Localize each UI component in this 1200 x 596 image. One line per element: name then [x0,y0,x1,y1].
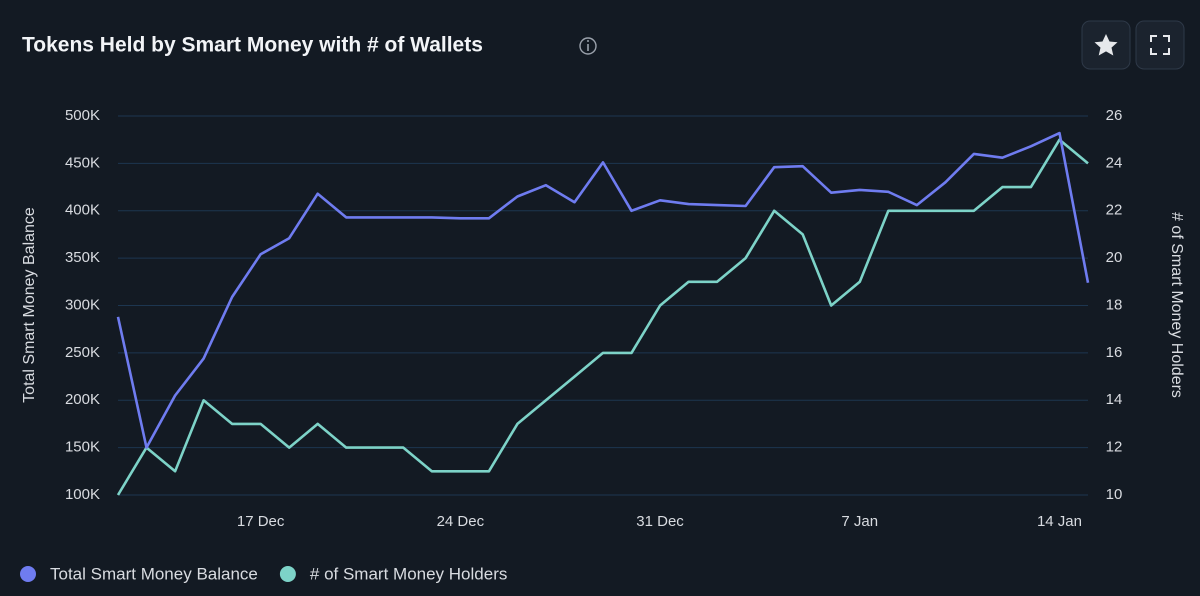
y-tick-label: 250K [65,344,100,361]
x-tick-label: 17 Dec [237,513,285,530]
y2-tick-label: 16 [1106,344,1123,361]
y2-tick-label: 22 [1106,202,1123,219]
x-tick-label: 7 Jan [841,513,878,530]
chart-title: Tokens Held by Smart Money with # of Wal… [22,34,483,57]
legend-marker [20,566,36,582]
x-tick-label: 14 Jan [1037,513,1082,530]
legend-label: Total Smart Money Balance [50,564,258,583]
y2-tick-label: 20 [1106,249,1123,266]
y2-tick-label: 18 [1106,296,1123,313]
y2-axis-title: # of Smart Money Holders [1168,212,1185,398]
legend-marker [279,566,296,582]
y-tick-label: 400K [65,202,100,219]
series-line [116,138,1089,496]
series-line [116,131,1090,449]
y2-tick-label: 14 [1106,391,1123,408]
x-tick-label: 31 Dec [636,513,684,530]
y2-tick-label: 10 [1106,486,1123,503]
y-tick-label: 500K [65,107,100,124]
favorite-button[interactable] [1081,20,1131,70]
y-tick-label: 450K [65,154,100,171]
y-tick-label: 150K [65,439,100,456]
y-tick-label: 300K [65,296,100,313]
legend-label: # of Smart Money Holders [310,564,507,583]
y2-tick-label: 26 [1106,107,1123,124]
y-tick-label: 350K [65,249,100,266]
y2-tick-label: 12 [1106,439,1123,456]
x-tick-label: 24 Dec [437,513,485,530]
y2-tick-label: 24 [1106,154,1123,171]
y-tick-label: 200K [65,391,100,408]
y-axis-title: Total Smart Money Balance [21,207,38,403]
fullscreen-button[interactable] [1135,20,1185,70]
y-tick-label: 100K [65,486,100,503]
info-icon[interactable] [579,37,597,55]
